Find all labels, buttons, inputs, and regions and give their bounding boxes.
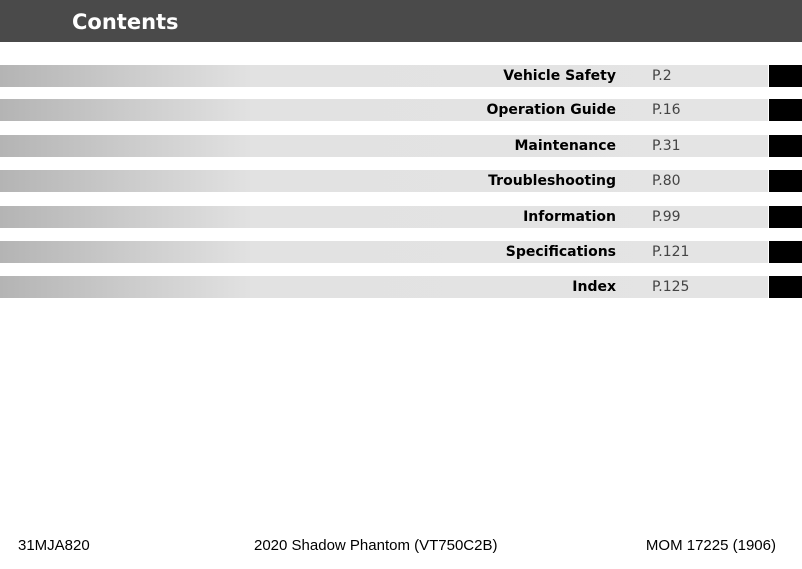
entry-page: P.31 — [652, 138, 681, 154]
entry-page: P.16 — [652, 102, 681, 118]
entry-page: P.80 — [652, 173, 681, 189]
section-tab — [769, 241, 802, 263]
header-bar: Contents — [0, 0, 802, 42]
entry-title: Operation Guide — [486, 102, 617, 118]
section-tab — [769, 99, 802, 121]
entry-title: Maintenance — [514, 138, 616, 154]
section-tab — [769, 170, 802, 192]
footer-left: 31MJA820 — [18, 537, 90, 554]
contents-row: Maintenance P.31 — [0, 135, 768, 157]
contents-row: Troubleshooting P.80 — [0, 170, 768, 192]
footer-center: 2020 Shadow Phantom (VT750C2B) — [254, 537, 498, 554]
entry-page: P.121 — [652, 244, 690, 260]
contents-row: Information P.99 — [0, 206, 768, 228]
contents-row: Operation Guide P.16 — [0, 99, 768, 121]
entry-page: P.2 — [652, 68, 672, 84]
entry-title: Troubleshooting — [488, 173, 616, 189]
section-tab — [769, 276, 802, 298]
entry-title: Index — [572, 279, 616, 295]
section-tab — [769, 135, 802, 157]
footer-right: MOM 17225 (1906) — [645, 537, 776, 554]
header-title: Contents — [72, 10, 179, 34]
section-tab — [769, 65, 802, 87]
entry-page: P.125 — [652, 279, 690, 295]
contents-row: Vehicle Safety P.2 — [0, 65, 768, 87]
section-tab — [769, 206, 802, 228]
entry-title: Information — [523, 209, 616, 225]
entry-page: P.99 — [652, 209, 681, 225]
entry-title: Specifications — [505, 244, 616, 260]
entry-title: Vehicle Safety — [503, 68, 616, 84]
contents-row: Specifications P.121 — [0, 241, 768, 263]
contents-row: Index P.125 — [0, 276, 768, 298]
